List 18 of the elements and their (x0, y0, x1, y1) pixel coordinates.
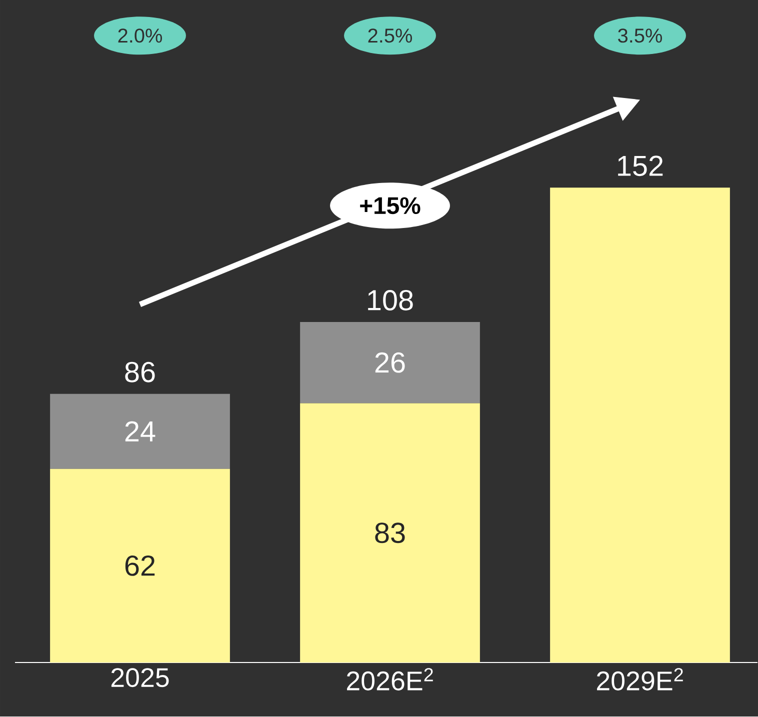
data-label: 83 (375, 522, 405, 544)
data-label: 24 (125, 421, 156, 442)
x-tick-label: 2025 (111, 668, 169, 688)
data-label: 62 (125, 556, 155, 576)
total-label: 86 (125, 362, 155, 383)
bar (50, 394, 230, 470)
x-tick-label: 2026E$^{2}$ (347, 668, 433, 691)
text: 2.5% (368, 28, 412, 43)
total-label: 108 (368, 290, 413, 311)
text: 2.0% (118, 28, 162, 43)
bar (300, 403, 480, 663)
text: 3.5% (618, 28, 662, 43)
bar (50, 469, 230, 663)
total-label: 152 (618, 156, 663, 176)
bar (300, 322, 480, 404)
x-tick-label: 2029E$^{2}$ (597, 668, 683, 691)
data-label: 26 (375, 352, 405, 374)
annotation: +15% (360, 197, 420, 214)
